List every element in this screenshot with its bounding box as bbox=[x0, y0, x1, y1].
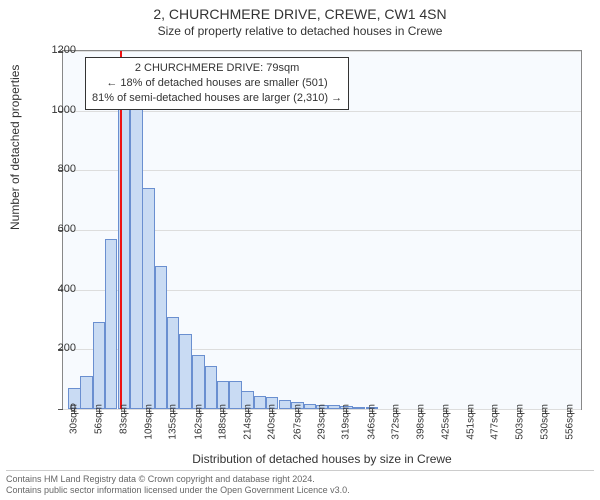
histogram-bar bbox=[229, 381, 241, 409]
x-tick-label: 372sqm bbox=[391, 404, 402, 440]
x-tick-label: 477sqm bbox=[490, 404, 501, 440]
histogram-bar bbox=[93, 322, 105, 409]
x-tick-label: 267sqm bbox=[292, 404, 303, 440]
y-tick-label: 1200 bbox=[26, 44, 76, 56]
x-tick-label: 530sqm bbox=[540, 404, 551, 440]
y-axis-label: Number of detached properties bbox=[8, 65, 22, 230]
x-tick-label: 425sqm bbox=[441, 404, 452, 440]
footer-line: Contains public sector information licen… bbox=[6, 485, 594, 496]
x-tick-label: 319sqm bbox=[341, 404, 352, 440]
x-tick-label: 398sqm bbox=[415, 404, 426, 440]
chart-subtitle: Size of property relative to detached ho… bbox=[0, 22, 600, 38]
histogram-bar bbox=[155, 266, 167, 409]
histogram-bar bbox=[304, 404, 316, 409]
y-tick-label: 1000 bbox=[26, 104, 76, 116]
x-tick-label: 293sqm bbox=[317, 404, 328, 440]
histogram-bar bbox=[353, 407, 365, 409]
annotation-line: 81% of semi-detached houses are larger (… bbox=[92, 91, 342, 106]
histogram-bar bbox=[80, 376, 92, 409]
y-tick-label: 400 bbox=[26, 283, 76, 295]
histogram-bar bbox=[205, 366, 217, 409]
x-tick-label: 346sqm bbox=[366, 404, 377, 440]
x-tick-label: 109sqm bbox=[143, 404, 154, 440]
y-tick-label: 0 bbox=[26, 402, 76, 414]
attribution-footer: Contains HM Land Registry data © Crown c… bbox=[6, 470, 594, 497]
histogram-bar bbox=[142, 188, 154, 409]
annotation-box: 2 CHURCHMERE DRIVE: 79sqm← 18% of detach… bbox=[85, 57, 349, 110]
histogram-bar bbox=[179, 334, 191, 409]
x-tick-label: 135sqm bbox=[168, 404, 179, 440]
footer-line: Contains HM Land Registry data © Crown c… bbox=[6, 474, 594, 485]
histogram-bar bbox=[279, 400, 291, 409]
x-tick-label: 162sqm bbox=[193, 404, 204, 440]
histogram-bar bbox=[254, 396, 266, 409]
y-tick-label: 200 bbox=[26, 342, 76, 354]
x-tick-label: 556sqm bbox=[564, 404, 575, 440]
histogram-bar bbox=[130, 105, 142, 409]
histogram-bar bbox=[328, 405, 340, 409]
x-tick-label: 83sqm bbox=[119, 404, 130, 434]
x-tick-label: 240sqm bbox=[267, 404, 278, 440]
histogram-bar bbox=[167, 317, 179, 409]
histogram-bar bbox=[105, 239, 117, 409]
x-tick-label: 503sqm bbox=[514, 404, 525, 440]
annotation-line: ← 18% of detached houses are smaller (50… bbox=[92, 76, 342, 91]
x-tick-label: 451sqm bbox=[465, 404, 476, 440]
histogram-bar bbox=[192, 355, 204, 409]
annotation-line: 2 CHURCHMERE DRIVE: 79sqm bbox=[92, 61, 342, 76]
x-tick-label: 214sqm bbox=[242, 404, 253, 440]
x-axis-label: Distribution of detached houses by size … bbox=[62, 452, 582, 466]
y-tick-label: 600 bbox=[26, 223, 76, 235]
x-tick-label: 188sqm bbox=[218, 404, 229, 440]
y-tick-label: 800 bbox=[26, 163, 76, 175]
chart-title: 2, CHURCHMERE DRIVE, CREWE, CW1 4SN bbox=[0, 0, 600, 22]
histogram-plot: 30sqm56sqm83sqm109sqm135sqm162sqm188sqm2… bbox=[62, 50, 582, 410]
x-tick-label: 56sqm bbox=[93, 404, 104, 434]
